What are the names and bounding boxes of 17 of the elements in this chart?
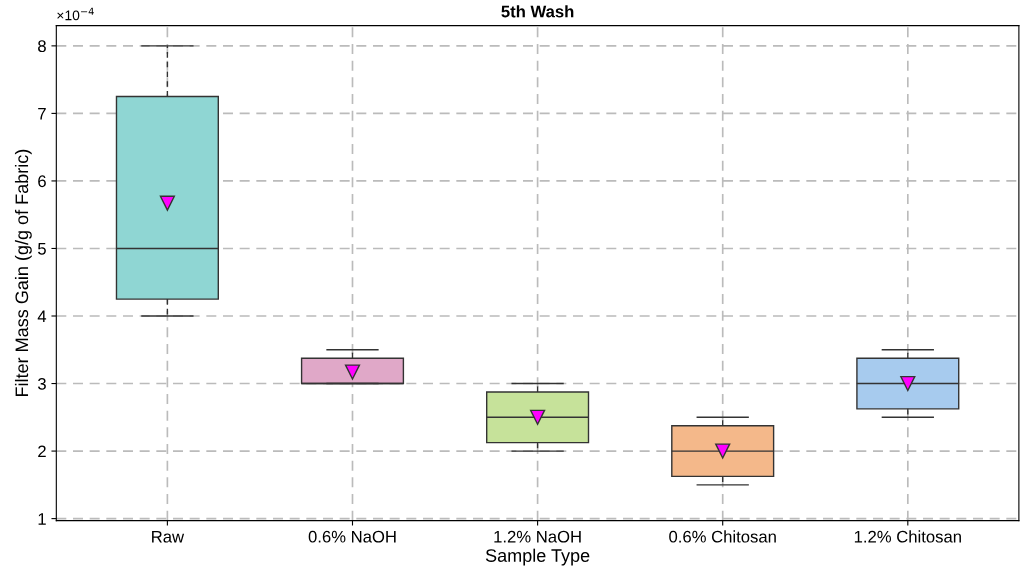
y-tick-label: 3	[37, 377, 46, 390]
x-tick-label: 0.6% NaOH	[308, 530, 396, 543]
y-tick-label: 7	[38, 107, 46, 120]
x-tick-label: 0.6% Chitosan	[669, 530, 776, 543]
y-tick-label: 5	[38, 243, 46, 255]
y-tick-label: 1	[38, 513, 46, 525]
x-tick-label: 1.2% Chitosan	[854, 530, 961, 543]
y-tick-label: 8	[38, 40, 46, 53]
y-axis-title: Filter Mass Gain (g/g of Fabric)	[14, 149, 32, 397]
x-tick-label: 1.2% NaOH	[494, 530, 581, 543]
y-tick-label: 2	[38, 445, 46, 458]
y-tick-label: 6	[38, 175, 46, 188]
x-tick-label: Raw	[152, 530, 185, 543]
x-axis-title: Sample Type	[485, 548, 590, 566]
text: ×10$^{−4}$	[57, 7, 94, 21]
y-tick-label: 4	[37, 310, 47, 323]
chart-title: 5th Wash	[501, 5, 574, 18]
